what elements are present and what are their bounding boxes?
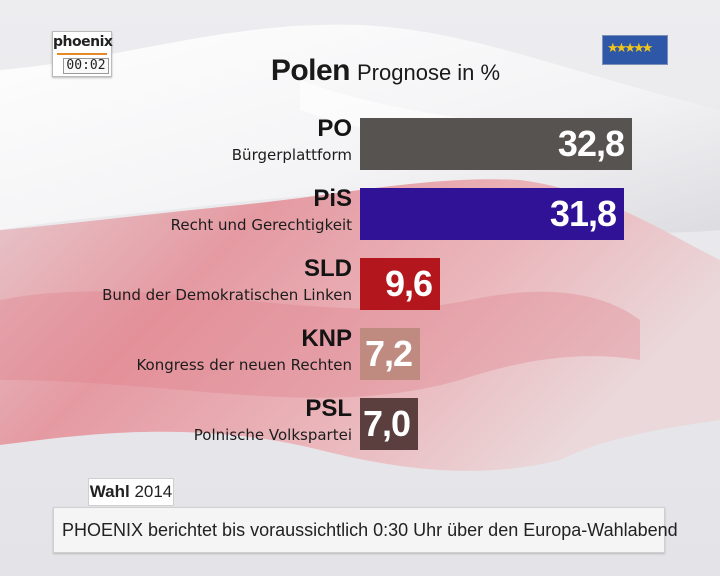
- result-value-label: 7,2: [364, 333, 413, 374]
- party-abbreviation: PO: [317, 115, 352, 142]
- party-abbreviation: KNP: [301, 325, 352, 352]
- result-value-label: 9,6: [384, 263, 433, 304]
- broadcast-clock: 00:02: [63, 58, 109, 74]
- eu-flag-icon: ★★★★★: [602, 35, 668, 65]
- logo-accent-line: [57, 53, 107, 55]
- news-ticker: PHOENIX berichtet bis voraussichtlich 0:…: [53, 507, 678, 553]
- eu-stars-icon: ★★★★★: [607, 41, 653, 56]
- channel-name: phoenix: [53, 34, 113, 50]
- result-bar: 7,0: [360, 398, 418, 450]
- chart-title-country: Polen: [270, 54, 351, 87]
- party-full-name: Recht und Gerechtigkeit: [170, 216, 352, 234]
- result-bar: 32,8: [360, 118, 632, 170]
- chart-title: Polen Prognose in %: [0, 54, 720, 94]
- phoenix-logo: phoenix 00:02: [52, 31, 113, 77]
- result-bar: 7,2: [360, 328, 420, 380]
- result-value-label: 7,0: [362, 403, 411, 444]
- chart-subtitle: Prognose in %: [357, 60, 501, 85]
- election-label-year: 2014: [134, 482, 173, 501]
- result-value-label: 32,8: [557, 123, 625, 164]
- ticker-text: PHOENIX berichtet bis voraussichtlich 0:…: [62, 520, 678, 540]
- party-full-name: Bund der Demokratischen Linken: [102, 286, 352, 304]
- party-abbreviation: PSL: [305, 395, 352, 422]
- result-bar: 9,6: [360, 258, 440, 310]
- election-label-word: Wahl: [89, 482, 130, 501]
- party-abbreviation: SLD: [304, 255, 352, 282]
- party-full-name: Kongress der neuen Rechten: [136, 356, 352, 374]
- result-value-label: 31,8: [549, 193, 617, 234]
- party-full-name: Bürgerplattform: [231, 146, 352, 164]
- party-full-name: Polnische Volkspartei: [193, 426, 352, 444]
- party-abbreviation: PiS: [313, 185, 352, 212]
- result-bar: 31,8: [360, 188, 624, 240]
- election-label: Wahl 2014: [88, 478, 174, 506]
